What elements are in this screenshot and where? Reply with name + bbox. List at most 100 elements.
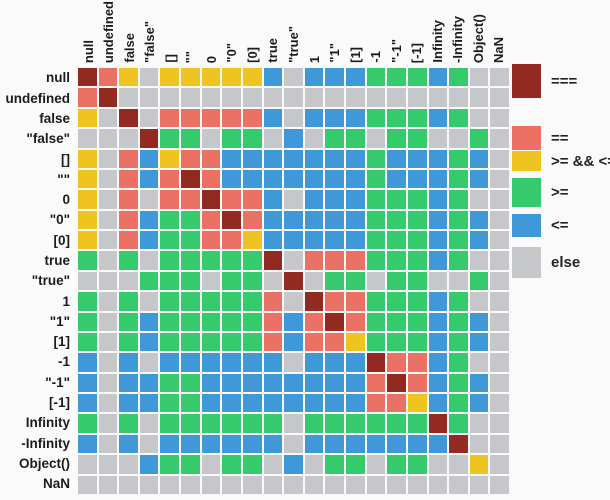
grid-cell bbox=[407, 231, 427, 250]
grid-cell bbox=[242, 68, 262, 87]
grid-cell bbox=[407, 394, 427, 413]
grid-cell bbox=[222, 169, 241, 189]
grid-cell bbox=[428, 68, 448, 87]
legend-swatch bbox=[512, 247, 541, 278]
column-label-text: null bbox=[80, 39, 96, 63]
grid-cell bbox=[160, 475, 180, 494]
grid-cell bbox=[242, 332, 262, 352]
grid-cell bbox=[160, 68, 180, 87]
grid-cell bbox=[201, 88, 221, 107]
grid-cell bbox=[78, 231, 97, 250]
grid-cell bbox=[284, 210, 303, 230]
grid-cell bbox=[284, 108, 303, 128]
column-label: [1] bbox=[345, 0, 366, 66]
grid-cell bbox=[428, 149, 448, 168]
row-label: "1" bbox=[49, 313, 70, 329]
grid-cell bbox=[428, 475, 448, 494]
grid-cell bbox=[119, 373, 138, 393]
grid-cell bbox=[469, 332, 489, 352]
grid-cell bbox=[78, 292, 97, 311]
grid-cell bbox=[469, 190, 489, 209]
grid-cell bbox=[387, 108, 406, 128]
legend-item: >= && <= bbox=[512, 151, 610, 171]
grid-cell bbox=[469, 149, 489, 168]
grid-cell bbox=[325, 414, 345, 433]
grid-cell bbox=[222, 88, 241, 107]
grid-cell bbox=[78, 169, 97, 189]
grid-cell bbox=[139, 414, 159, 433]
grid-cell bbox=[78, 332, 97, 352]
grid-cell bbox=[78, 149, 97, 168]
grid-cell bbox=[304, 251, 324, 270]
grid-cell bbox=[98, 129, 118, 148]
grid-cell bbox=[222, 129, 241, 148]
grid-cell bbox=[119, 169, 138, 189]
grid-cell bbox=[469, 353, 489, 372]
grid-cell bbox=[98, 394, 118, 413]
grid-cell bbox=[346, 68, 365, 87]
grid-cell bbox=[242, 292, 262, 311]
grid-cell bbox=[490, 332, 509, 352]
grid-cell bbox=[119, 190, 138, 209]
grid-cell bbox=[98, 149, 118, 168]
grid-cell bbox=[387, 292, 406, 311]
grid-cell bbox=[366, 394, 386, 413]
grid-cell bbox=[98, 332, 118, 352]
grid-cell bbox=[139, 353, 159, 372]
grid-cell bbox=[119, 414, 138, 433]
grid-cell bbox=[78, 394, 97, 413]
grid-cell bbox=[98, 108, 118, 128]
grid-cell bbox=[222, 251, 241, 270]
grid-cell bbox=[366, 129, 386, 148]
grid-cell bbox=[119, 292, 138, 311]
legend-item: === bbox=[512, 64, 577, 98]
grid-cell bbox=[325, 312, 345, 331]
grid-cell bbox=[222, 394, 241, 413]
grid-cell bbox=[407, 88, 427, 107]
grid-cell bbox=[263, 251, 283, 270]
grid-cell bbox=[119, 108, 138, 128]
grid-cell bbox=[325, 251, 345, 270]
grid-cell bbox=[284, 149, 303, 168]
column-label: "false" bbox=[140, 0, 161, 66]
grid-cell bbox=[119, 271, 138, 291]
grid-cell bbox=[284, 231, 303, 250]
column-label-text: -Infinity bbox=[450, 16, 466, 63]
grid-cell bbox=[407, 108, 427, 128]
grid-cell bbox=[263, 475, 283, 494]
grid-cell bbox=[366, 271, 386, 291]
grid-cell bbox=[346, 210, 365, 230]
grid-cell bbox=[346, 88, 365, 107]
column-label: 0 bbox=[201, 0, 222, 66]
column-label-text: "-1" bbox=[388, 39, 404, 63]
grid-cell bbox=[325, 231, 345, 250]
grid-cell bbox=[78, 190, 97, 209]
legend-label: >= && <= bbox=[551, 152, 610, 170]
grid-cell bbox=[346, 414, 365, 433]
grid-cell bbox=[78, 251, 97, 270]
grid-cell bbox=[160, 292, 180, 311]
grid-cell bbox=[98, 210, 118, 230]
row-label: -Infinity bbox=[21, 435, 70, 451]
column-label-text: 1 bbox=[306, 55, 322, 63]
grid-cell bbox=[242, 190, 262, 209]
column-label-text: "0" bbox=[224, 43, 240, 63]
grid-cell bbox=[366, 149, 386, 168]
grid-cell bbox=[387, 129, 406, 148]
grid-cell bbox=[119, 251, 138, 270]
grid-cell bbox=[201, 353, 221, 372]
grid-cell bbox=[387, 210, 406, 230]
grid-cell bbox=[181, 231, 200, 250]
grid-cell bbox=[428, 210, 448, 230]
grid-cell bbox=[490, 353, 509, 372]
grid-cell bbox=[139, 108, 159, 128]
grid-cell bbox=[387, 475, 406, 494]
column-label-text: -1 bbox=[368, 51, 384, 63]
grid-cell bbox=[304, 190, 324, 209]
grid-cell bbox=[119, 231, 138, 250]
grid-cell bbox=[407, 455, 427, 474]
grid-cell bbox=[407, 434, 427, 454]
grid-cell bbox=[449, 455, 468, 474]
grid-cell bbox=[242, 455, 262, 474]
row-label: [] bbox=[61, 151, 70, 167]
